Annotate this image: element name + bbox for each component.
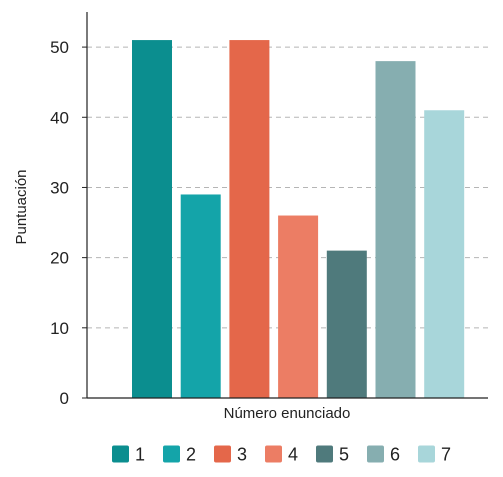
bar-7 — [424, 110, 465, 398]
y-axis-title: Puntuación — [13, 169, 30, 244]
bar-3 — [229, 40, 270, 399]
bar-5 — [326, 250, 367, 398]
y-tick-label-20: 20 — [50, 249, 69, 268]
x-axis-title: Número enunciado — [224, 405, 351, 422]
axes — [86, 12, 488, 399]
legend-label-2: 2 — [186, 445, 196, 465]
y-tick-label-10: 10 — [50, 319, 69, 338]
legend-swatch-1 — [112, 445, 129, 463]
legend: 1 2 3 4 5 6 7 — [112, 445, 451, 465]
legend-swatch-6 — [367, 445, 384, 463]
bars — [132, 40, 465, 399]
y-tick-labels: 0 10 20 30 40 50 — [50, 38, 87, 408]
bar-4 — [278, 215, 319, 398]
legend-swatch-4 — [265, 445, 282, 463]
y-tick-label-0: 0 — [60, 389, 69, 408]
legend-label-1: 1 — [135, 445, 145, 465]
bar-1 — [132, 40, 172, 399]
legend-swatch-7 — [418, 445, 435, 463]
y-tick-label-30: 30 — [50, 178, 69, 197]
legend-label-5: 5 — [339, 445, 349, 465]
legend-label-7: 7 — [441, 445, 451, 465]
legend-swatch-5 — [316, 445, 333, 463]
bar-2 — [180, 194, 221, 398]
legend-swatch-3 — [214, 445, 231, 463]
legend-label-4: 4 — [288, 445, 298, 465]
legend-label-6: 6 — [390, 445, 400, 465]
bar-6 — [375, 61, 416, 399]
y-tick-label-50: 50 — [50, 38, 69, 57]
legend-swatch-2 — [163, 445, 180, 463]
y-tick-label-40: 40 — [50, 108, 69, 127]
legend-label-3: 3 — [237, 445, 247, 465]
